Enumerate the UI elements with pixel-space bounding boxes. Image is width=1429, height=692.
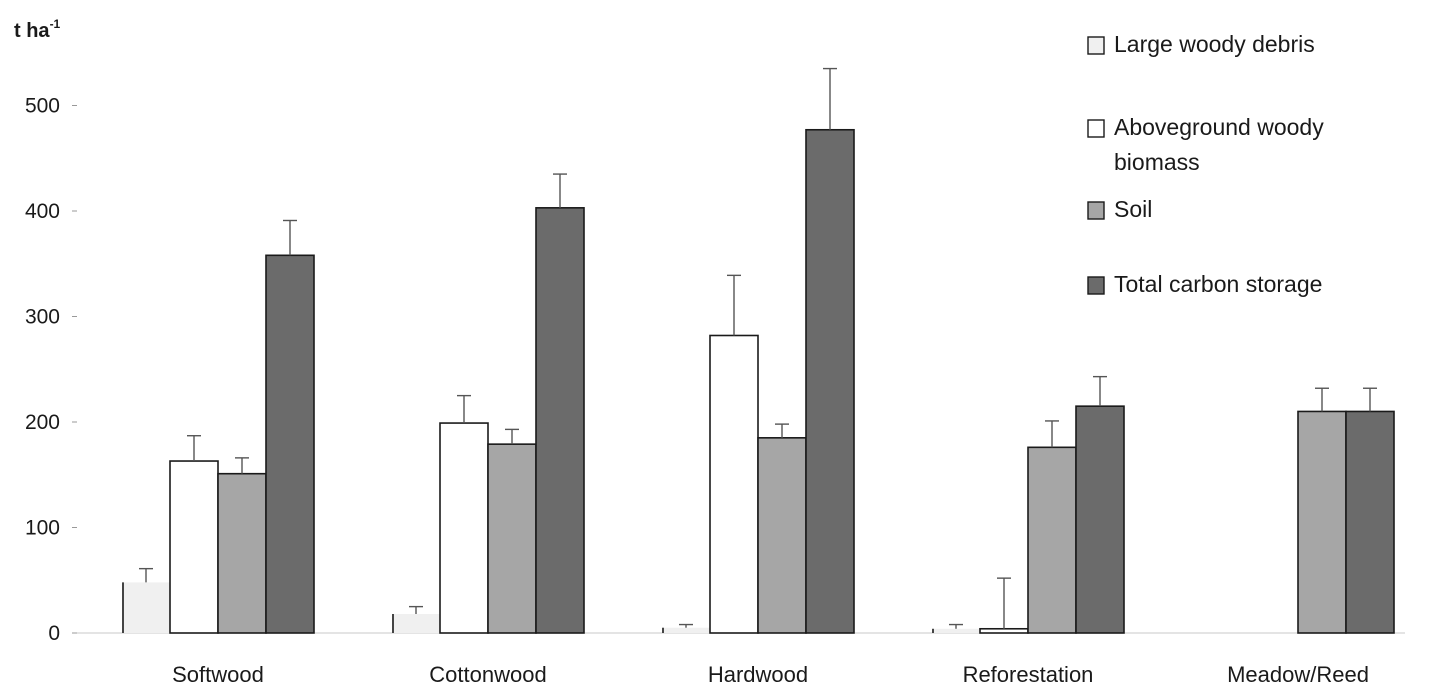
x-category-label: Cottonwood bbox=[429, 662, 546, 687]
bar bbox=[169, 460, 219, 634]
axis-layer: t ha-1 0 100 200 300 400 500 Softwood Cottonwoo… bbox=[14, 17, 1405, 687]
y-axis-unit-superscript: -1 bbox=[50, 17, 61, 31]
y-tick-label: 500 bbox=[25, 95, 60, 118]
y-tick-label: 300 bbox=[25, 306, 60, 329]
y-tick-label: 100 bbox=[25, 517, 60, 540]
legend-label: Aboveground woody bbox=[1114, 114, 1324, 140]
legend-swatch bbox=[1087, 276, 1105, 295]
legend-label: Large woody debris bbox=[1114, 31, 1315, 57]
legend-swatch bbox=[1087, 36, 1105, 55]
bars-layer bbox=[122, 67, 1395, 634]
bar bbox=[392, 614, 440, 633]
bar bbox=[757, 437, 807, 634]
bar bbox=[979, 627, 1029, 634]
legend-label: Soil bbox=[1114, 196, 1152, 222]
x-category-label: Meadow/Reed bbox=[1227, 662, 1369, 687]
y-axis-unit-label: t ha-1 bbox=[14, 17, 61, 42]
bar bbox=[1345, 410, 1395, 634]
x-category-label: Hardwood bbox=[708, 662, 808, 687]
legend: Large woody debris Aboveground woody bioma… bbox=[1087, 31, 1324, 297]
legend-label: Total carbon storage bbox=[1114, 271, 1322, 297]
bar bbox=[662, 627, 710, 633]
bar bbox=[805, 128, 855, 634]
bar bbox=[487, 443, 537, 634]
bar bbox=[1075, 405, 1125, 634]
bar bbox=[265, 254, 315, 634]
y-tick-label: 400 bbox=[25, 200, 60, 223]
bar bbox=[1297, 410, 1347, 634]
bar bbox=[709, 334, 759, 634]
legend-label-line2: biomass bbox=[1114, 149, 1200, 175]
bar bbox=[122, 582, 170, 633]
y-tick-label: 0 bbox=[48, 622, 60, 645]
y-axis-unit: t ha bbox=[14, 20, 50, 42]
y-tick-label: 200 bbox=[25, 411, 60, 434]
bar bbox=[1027, 446, 1077, 634]
bar bbox=[535, 207, 585, 634]
legend-swatch bbox=[1087, 201, 1105, 220]
x-category-label: Softwood bbox=[172, 662, 264, 687]
x-category-label: Reforestation bbox=[963, 662, 1094, 687]
bar bbox=[439, 422, 489, 634]
legend-swatch bbox=[1087, 119, 1105, 138]
bar bbox=[932, 628, 980, 633]
bar bbox=[217, 472, 267, 634]
